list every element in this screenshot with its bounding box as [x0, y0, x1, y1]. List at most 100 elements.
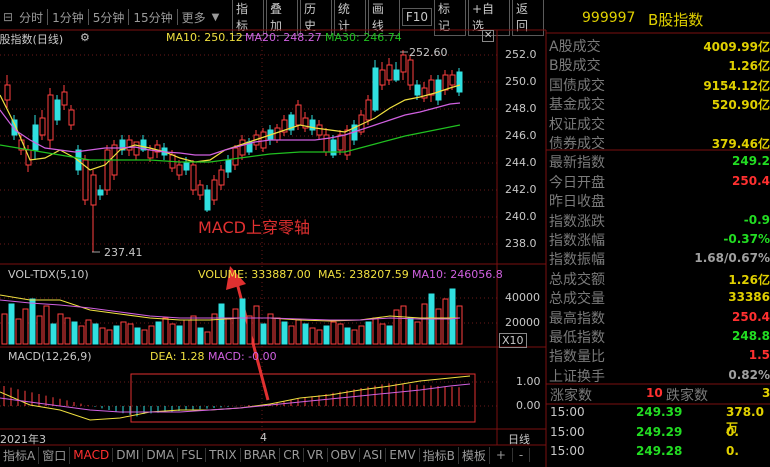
volume-bar — [106, 329, 113, 345]
volume-value: VOLUME: 333887.00 — [198, 268, 311, 281]
info-key: 权证成交 — [549, 116, 605, 133]
candle-body — [126, 139, 133, 151]
volume-bar — [134, 327, 141, 345]
y-label: 252.0 — [505, 48, 537, 61]
chart-prev-icon[interactable]: ⊟ — [3, 10, 14, 24]
tab-trix[interactable]: TRIX — [206, 448, 241, 462]
volume-bar — [253, 305, 260, 345]
info-value: -0.9 — [743, 212, 770, 227]
tick-price: 249.39 — [636, 405, 683, 419]
candle-body — [68, 109, 75, 126]
info-key: 总成交量 — [549, 291, 605, 308]
volume-bar — [344, 327, 351, 345]
volume-bar — [8, 303, 15, 345]
info-row: 指数振幅 1.68/0.67% — [548, 249, 770, 268]
period-item-more[interactable]: 更多 — [181, 10, 206, 25]
zoom-out-button[interactable]: - — [513, 448, 531, 462]
tab-macd[interactable]: MACD — [70, 448, 114, 462]
volume-bar — [260, 323, 267, 345]
candle-body — [197, 184, 204, 196]
panel-header: 999997 B股指数 — [548, 6, 770, 32]
period-item-0[interactable]: 分时 — [19, 10, 44, 25]
info-row: A股成交 4009.99亿 — [548, 36, 770, 55]
ma30-line — [0, 124, 461, 163]
info-key: 上证换手 — [549, 368, 605, 385]
volume-bar — [449, 288, 456, 345]
candle-body — [456, 71, 463, 93]
candle-body — [316, 124, 323, 136]
candle-body — [379, 69, 386, 86]
volume-bar — [456, 305, 463, 345]
tab-template[interactable]: 模板 — [459, 446, 490, 464]
y-label: 238.0 — [505, 237, 537, 250]
candle-body — [225, 159, 232, 173]
info-key: 总成交额 — [549, 271, 605, 288]
volume-bar — [407, 317, 414, 345]
btn-f10[interactable]: F10 — [401, 8, 433, 26]
info-row: 上证换手 0.82% — [548, 366, 770, 385]
candle-body — [330, 139, 337, 156]
period-item-1[interactable]: 1分钟 — [52, 10, 84, 25]
toolbar: ⊟ 分时 1分钟 5分钟 15分钟 更多 ▼ 指标 叠加 历史 统计 画线 F1… — [0, 0, 546, 36]
volume-bar — [393, 309, 400, 345]
tab-indicator-a[interactable]: 指标A — [0, 446, 40, 464]
zoom-in-button[interactable]: + — [490, 448, 513, 462]
tab-vr[interactable]: VR — [304, 448, 328, 462]
period-item-3[interactable]: 15分钟 — [133, 10, 173, 25]
info-row: 总成交量 33386 — [548, 288, 770, 307]
tab-dma[interactable]: DMA — [143, 448, 179, 462]
volume-bar — [435, 308, 442, 345]
tab-dmi[interactable]: DMI — [113, 448, 144, 462]
settings-icon[interactable]: ⚙ — [80, 31, 90, 44]
info-key: B股成交 — [549, 58, 601, 75]
info-key: 指数量比 — [549, 349, 605, 366]
tab-fsl[interactable]: FSL — [178, 448, 207, 462]
macd-highlight-box — [130, 373, 476, 423]
volume-bar — [337, 323, 344, 345]
volume-bar — [190, 315, 197, 345]
info-row: 国债成交 9154.12亿 — [548, 75, 770, 94]
info-key: 指数涨跌 — [549, 213, 605, 230]
macd-y-label: 1.00 — [516, 375, 541, 388]
macd-value: MACD: -0.00 — [208, 350, 277, 363]
period-item-2[interactable]: 5分钟 — [92, 10, 125, 25]
tab-emv[interactable]: EMV — [386, 448, 420, 462]
tick-price: 249.28 — [636, 444, 683, 458]
info-value: 0.82% — [728, 367, 770, 382]
volume-bar — [442, 298, 449, 345]
candle-body — [119, 139, 126, 151]
info-value: 1.5 — [748, 348, 770, 363]
info-key: 债券成交 — [549, 136, 605, 152]
volume-bar — [400, 305, 407, 345]
tab-brar[interactable]: BRAR — [241, 448, 281, 462]
volume-bar — [64, 317, 71, 345]
tab-asi[interactable]: ASI — [360, 448, 387, 462]
tab-obv[interactable]: OBV — [328, 448, 361, 462]
close-chart-icon[interactable]: ✕ — [482, 30, 495, 42]
info-value: 379.46亿 — [711, 137, 770, 151]
info-key: 最低指数 — [549, 330, 605, 346]
info-value: 1.26亿 — [728, 59, 770, 74]
index-code: 999997 — [582, 10, 636, 26]
volume-bar — [372, 317, 379, 345]
info-key: 最高指数 — [549, 310, 605, 327]
candle-body — [104, 149, 111, 191]
info-value: 520.90亿 — [711, 98, 770, 113]
y-label: 242.0 — [505, 183, 537, 196]
tab-cr[interactable]: CR — [280, 448, 304, 462]
volume-bar — [50, 323, 57, 345]
tick-time: 15:00 — [550, 405, 585, 419]
vol-ma10-line — [0, 299, 461, 321]
info-row: 指数量比 1.5 — [548, 346, 770, 365]
info-row: 最高指数 250.4 — [548, 308, 770, 327]
info-row: 今日开盘 250.4 — [548, 172, 770, 191]
y-label: 250.0 — [505, 75, 537, 88]
tab-indicator-b[interactable]: 指标B — [420, 446, 459, 464]
volume-bar — [267, 313, 274, 345]
info-value: 248.8 — [732, 329, 770, 343]
tab-window[interactable]: 窗口 — [39, 446, 71, 464]
volume-bar — [197, 327, 204, 345]
chevron-down-icon[interactable]: ▼ — [211, 11, 220, 23]
volume-bar — [281, 321, 288, 345]
candle-body — [449, 74, 456, 86]
